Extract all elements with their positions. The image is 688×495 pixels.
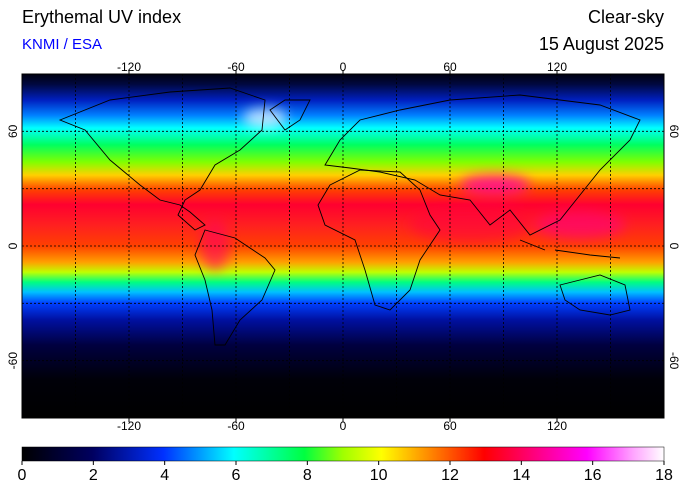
lat-tick-label: 0 [667,243,681,250]
title: Erythemal UV index [22,7,181,27]
lat-tick-label: -60 [667,352,681,370]
colorbar-tick-label: 6 [232,467,241,484]
lon-tick-label: 0 [340,419,347,433]
colorbar-tick-label: 14 [512,467,530,484]
colorbar-tick-label: 8 [303,467,312,484]
colorbar-tick-label: 4 [160,467,169,484]
lon-tick-label: 120 [547,60,567,74]
colorbar-tick-label: 0 [18,467,27,484]
coastlines [58,87,641,346]
lon-tick-label: -120 [117,60,141,74]
colorbar [21,446,665,462]
lon-tick-label: -60 [227,60,245,74]
colorbar-tick-label: 10 [370,467,388,484]
lon-tick-label: -120 [117,419,141,433]
colorbar-tick-label: 12 [441,467,459,484]
lon-tick-label: 60 [443,419,457,433]
colorbar-tick-label: 2 [89,467,98,484]
source: KNMI / ESA [22,36,102,53]
colorbar-tick-label: 16 [584,467,602,484]
condition: Clear-sky [588,7,664,27]
uv-hotspots [200,108,625,270]
lat-tick-label: 60 [667,125,681,139]
lon-tick-label: 0 [340,60,347,74]
colorbar-tick-label: 18 [655,467,673,484]
date: 15 August 2025 [539,34,664,54]
lon-tick-label: 120 [547,419,567,433]
lat-tick-label: 0 [6,242,20,249]
grid [22,74,664,418]
lat-tick-label: 60 [6,124,20,138]
lat-tick-label: -60 [6,352,20,370]
uv-field [22,74,664,418]
lon-tick-label: -60 [227,419,245,433]
lon-tick-label: 60 [443,60,457,74]
